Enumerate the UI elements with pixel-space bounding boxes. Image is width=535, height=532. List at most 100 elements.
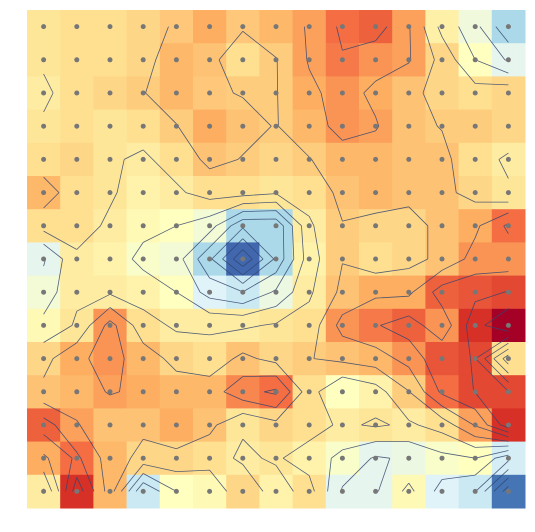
grid-point: [306, 156, 312, 162]
grid-point: [406, 223, 412, 229]
grid-point: [240, 90, 246, 96]
grid-point: [306, 322, 312, 328]
grid-point: [505, 190, 511, 196]
grid-point: [373, 256, 379, 262]
grid-point: [74, 190, 80, 196]
grid-point: [41, 356, 47, 362]
grid-point: [207, 223, 213, 229]
grid-point: [140, 422, 146, 428]
grid-point: [339, 356, 345, 362]
grid-point: [505, 256, 511, 262]
contour-line: [197, 26, 509, 492]
grid-point: [107, 289, 113, 295]
grid-point: [41, 289, 47, 295]
grid-point: [107, 356, 113, 362]
grid-point: [41, 488, 47, 494]
grid-point: [339, 256, 345, 262]
grid-point: [41, 256, 47, 262]
grid-point: [439, 322, 445, 328]
grid-point: [472, 422, 478, 428]
grid-point: [439, 256, 445, 262]
grid-point: [107, 256, 113, 262]
grid-point: [339, 90, 345, 96]
grid-point: [306, 455, 312, 461]
grid-point: [74, 57, 80, 63]
grid-point: [273, 389, 279, 395]
grid-point: [373, 223, 379, 229]
grid-point: [406, 289, 412, 295]
grid-point: [306, 57, 312, 63]
grid-point: [240, 455, 246, 461]
grid-point: [74, 356, 80, 362]
grid-point: [373, 389, 379, 395]
grid-point: [439, 389, 445, 395]
grid-point: [439, 57, 445, 63]
grid-point: [439, 356, 445, 362]
grid-point: [373, 455, 379, 461]
grid-point: [505, 57, 511, 63]
grid-point: [505, 90, 511, 96]
grid-point: [406, 57, 412, 63]
grid-point: [173, 123, 179, 129]
grid-point: [373, 156, 379, 162]
grid-point: [406, 322, 412, 328]
grid-point: [273, 123, 279, 129]
grid-point: [173, 422, 179, 428]
grid-point: [273, 57, 279, 63]
grid-point: [373, 190, 379, 196]
grid-point: [505, 356, 511, 362]
grid-point: [406, 455, 412, 461]
grid-point: [240, 488, 246, 494]
grid-point: [373, 90, 379, 96]
grid-point: [140, 90, 146, 96]
grid-point: [406, 156, 412, 162]
grid-point: [173, 356, 179, 362]
grid-point: [306, 123, 312, 129]
grid-point: [207, 488, 213, 494]
grid-point: [74, 322, 80, 328]
grid-point: [107, 57, 113, 63]
grid-point: [273, 24, 279, 30]
grid-point: [406, 90, 412, 96]
contour-line: [484, 308, 509, 332]
grid-point: [207, 256, 213, 262]
grid-point: [240, 322, 246, 328]
grid-point: [472, 123, 478, 129]
grid-point: [472, 256, 478, 262]
grid-point: [207, 90, 213, 96]
grid-point: [472, 24, 478, 30]
grid-point: [505, 156, 511, 162]
grid-point: [373, 289, 379, 295]
grid-point: [74, 24, 80, 30]
grid-point: [505, 322, 511, 328]
grid-point: [140, 488, 146, 494]
grid-point: [505, 488, 511, 494]
grid-point: [505, 223, 511, 229]
grid-point: [439, 223, 445, 229]
grid-point: [306, 256, 312, 262]
grid-point: [173, 24, 179, 30]
grid-point: [373, 322, 379, 328]
contour-line: [43, 26, 509, 492]
grid-point: [107, 389, 113, 395]
grid-point: [240, 123, 246, 129]
grid-point: [41, 156, 47, 162]
grid-point: [173, 488, 179, 494]
grid-point: [41, 223, 47, 229]
grid-point: [339, 156, 345, 162]
grid-point: [306, 422, 312, 428]
contour-line: [222, 238, 509, 492]
grid-point: [240, 356, 246, 362]
grid-point: [339, 57, 345, 63]
grid-point: [472, 322, 478, 328]
grid-point: [339, 289, 345, 295]
grid-point: [140, 356, 146, 362]
grid-point: [173, 57, 179, 63]
grid-point: [41, 322, 47, 328]
grid-point: [173, 90, 179, 96]
grid-point: [439, 24, 445, 30]
grid-point: [273, 190, 279, 196]
grid-point: [173, 256, 179, 262]
grid-point: [173, 389, 179, 395]
